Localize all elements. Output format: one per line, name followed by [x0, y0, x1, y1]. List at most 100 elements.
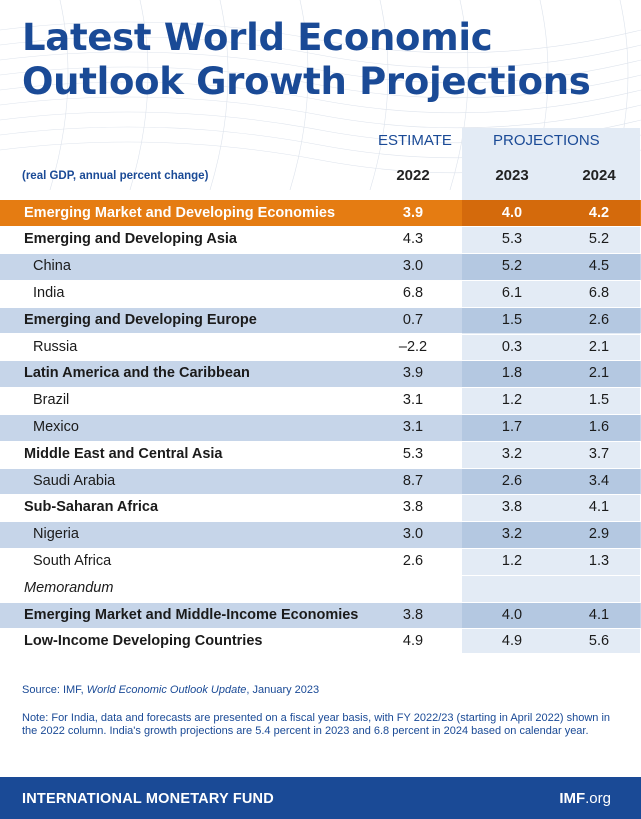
row-divider	[0, 547, 641, 549]
row-divider	[0, 413, 641, 415]
note-text: Note: For India, data and forecasts are …	[22, 712, 611, 737]
cell-2023: 1.8	[501, 365, 523, 382]
row-label: Emerging Market and Middle-Income Econom…	[24, 606, 359, 623]
source-suffix: , January 2023	[246, 684, 320, 696]
row-divider	[0, 521, 641, 523]
cell-2022: 8.7	[402, 472, 424, 489]
cell-2023: 3.2	[501, 526, 523, 543]
cell-2024: 5.2	[588, 231, 610, 248]
cell-2023: 4.0	[501, 606, 523, 623]
cell-2023: 4.9	[501, 633, 523, 650]
projections-header: PROJECTIONS	[493, 132, 600, 149]
cell-2022: 5.3	[402, 445, 424, 462]
year-2023-header: 2023	[495, 167, 529, 184]
table-row: Sub-Saharan Africa 3.8 3.8 4.1	[0, 494, 641, 521]
cell-2023: 5.3	[501, 231, 523, 248]
table-row: Memorandum	[0, 575, 641, 602]
source-line: Source: IMF, World Economic Outlook Upda…	[22, 684, 319, 696]
table-row: Emerging Market and Developing Economies…	[0, 199, 641, 227]
cell-2024: 2.1	[588, 338, 610, 355]
row-divider	[0, 306, 641, 308]
row-divider	[0, 360, 641, 362]
footer-bar: INTERNATIONAL MONETARY FUND IMF.org	[0, 777, 641, 819]
row-divider	[0, 601, 641, 603]
title-line-2: Outlook Growth Projections	[22, 60, 591, 103]
cell-2024: 4.2	[588, 204, 610, 221]
cell-2024: 1.5	[588, 392, 610, 409]
cell-2022: –2.2	[398, 338, 428, 355]
table-row: Mexico 3.1 1.7 1.6	[0, 413, 641, 441]
table-row: Saudi Arabia 8.7 2.6 3.4	[0, 467, 641, 495]
row-divider	[0, 574, 641, 576]
row-label: Emerging and Developing Europe	[24, 311, 257, 328]
cell-2022: 3.9	[402, 204, 424, 221]
row-divider	[0, 440, 641, 442]
table-row: Brazil 3.1 1.2 1.5	[0, 387, 641, 414]
row-divider	[0, 494, 641, 496]
row-label: Saudi Arabia	[33, 472, 116, 489]
row-label: China	[33, 258, 71, 275]
cell-2022: 3.8	[402, 499, 424, 516]
row-divider	[0, 467, 641, 469]
row-label: Emerging Market and Developing Economies	[24, 204, 336, 221]
cell-2022: 2.6	[402, 552, 424, 569]
table-row: Emerging and Developing Europe 0.7 1.5 2.6	[0, 306, 641, 334]
cell-2022: 4.3	[402, 231, 424, 248]
row-label: Memorandum	[24, 579, 114, 596]
table-row: South Africa 2.6 1.2 1.3	[0, 548, 641, 575]
row-divider	[0, 279, 641, 281]
cell-2023: 3.8	[501, 499, 523, 516]
cell-2024: 6.8	[588, 284, 610, 301]
table-row: Emerging Market and Middle-Income Econom…	[0, 601, 641, 629]
table-row: Russia –2.2 0.3 2.1	[0, 334, 641, 361]
cell-2022: 3.9	[402, 365, 424, 382]
footer-site-rest: .org	[585, 790, 611, 807]
background-wave-pattern	[0, 0, 641, 190]
row-label: Mexico	[33, 418, 79, 435]
cell-2023: 4.0	[501, 204, 523, 221]
table-row: India 6.8 6.1 6.8	[0, 280, 641, 307]
cell-2024: 5.6	[588, 633, 610, 650]
cell-2024: 3.4	[588, 472, 610, 489]
table-row: Low-Income Developing Countries 4.9 4.9 5.6	[0, 628, 641, 655]
row-label: Latin America and the Caribbean	[24, 365, 250, 382]
cell-2024: 1.6	[588, 418, 610, 435]
cell-2023: 3.2	[501, 445, 523, 462]
cell-2024: 2.1	[588, 365, 610, 382]
row-divider	[0, 628, 641, 630]
footer-site-bold: IMF	[559, 790, 586, 807]
row-divider	[0, 333, 641, 335]
row-divider	[0, 253, 641, 255]
table-row: Nigeria 3.0 3.2 2.9	[0, 521, 641, 548]
footer-website-link[interactable]: IMF.org	[559, 790, 611, 807]
cell-2022: 3.0	[402, 258, 424, 275]
cell-2023: 1.2	[501, 552, 523, 569]
cell-2022: 0.7	[402, 311, 424, 328]
table-row: China 3.0 5.2 4.5	[0, 253, 641, 280]
cell-2023: 5.2	[501, 258, 523, 275]
cell-2022: 3.8	[402, 606, 424, 623]
cell-2023: 6.1	[501, 284, 523, 301]
cell-2024: 2.6	[588, 311, 610, 328]
row-label: Low-Income Developing Countries	[24, 633, 263, 650]
row-label: Russia	[33, 338, 78, 355]
table-subtitle: (real GDP, annual percent change)	[22, 170, 209, 182]
row-divider	[0, 226, 641, 228]
cell-2024: 2.9	[588, 526, 610, 543]
cell-2024: 4.1	[588, 606, 610, 623]
cell-2023: 2.6	[501, 472, 523, 489]
page-title: Latest World Economic Outlook Growth Pro…	[22, 16, 591, 104]
cell-2024: 3.7	[588, 445, 610, 462]
cell-2024: 4.5	[588, 258, 610, 275]
footer-org-name: INTERNATIONAL MONETARY FUND	[22, 791, 274, 807]
table-row: Middle East and Central Asia 5.3 3.2 3.7	[0, 441, 641, 468]
table-row: Latin America and the Caribbean 3.9 1.8 2.1	[0, 360, 641, 388]
estimate-header: ESTIMATE	[378, 132, 452, 149]
row-label: Middle East and Central Asia	[24, 445, 223, 462]
cell-2023: 1.2	[501, 392, 523, 409]
row-label: Brazil	[33, 392, 70, 409]
cell-2023: 1.5	[501, 311, 523, 328]
cell-2022: 3.1	[402, 418, 424, 435]
year-2022-header: 2022	[396, 167, 430, 184]
cell-2024: 1.3	[588, 552, 610, 569]
